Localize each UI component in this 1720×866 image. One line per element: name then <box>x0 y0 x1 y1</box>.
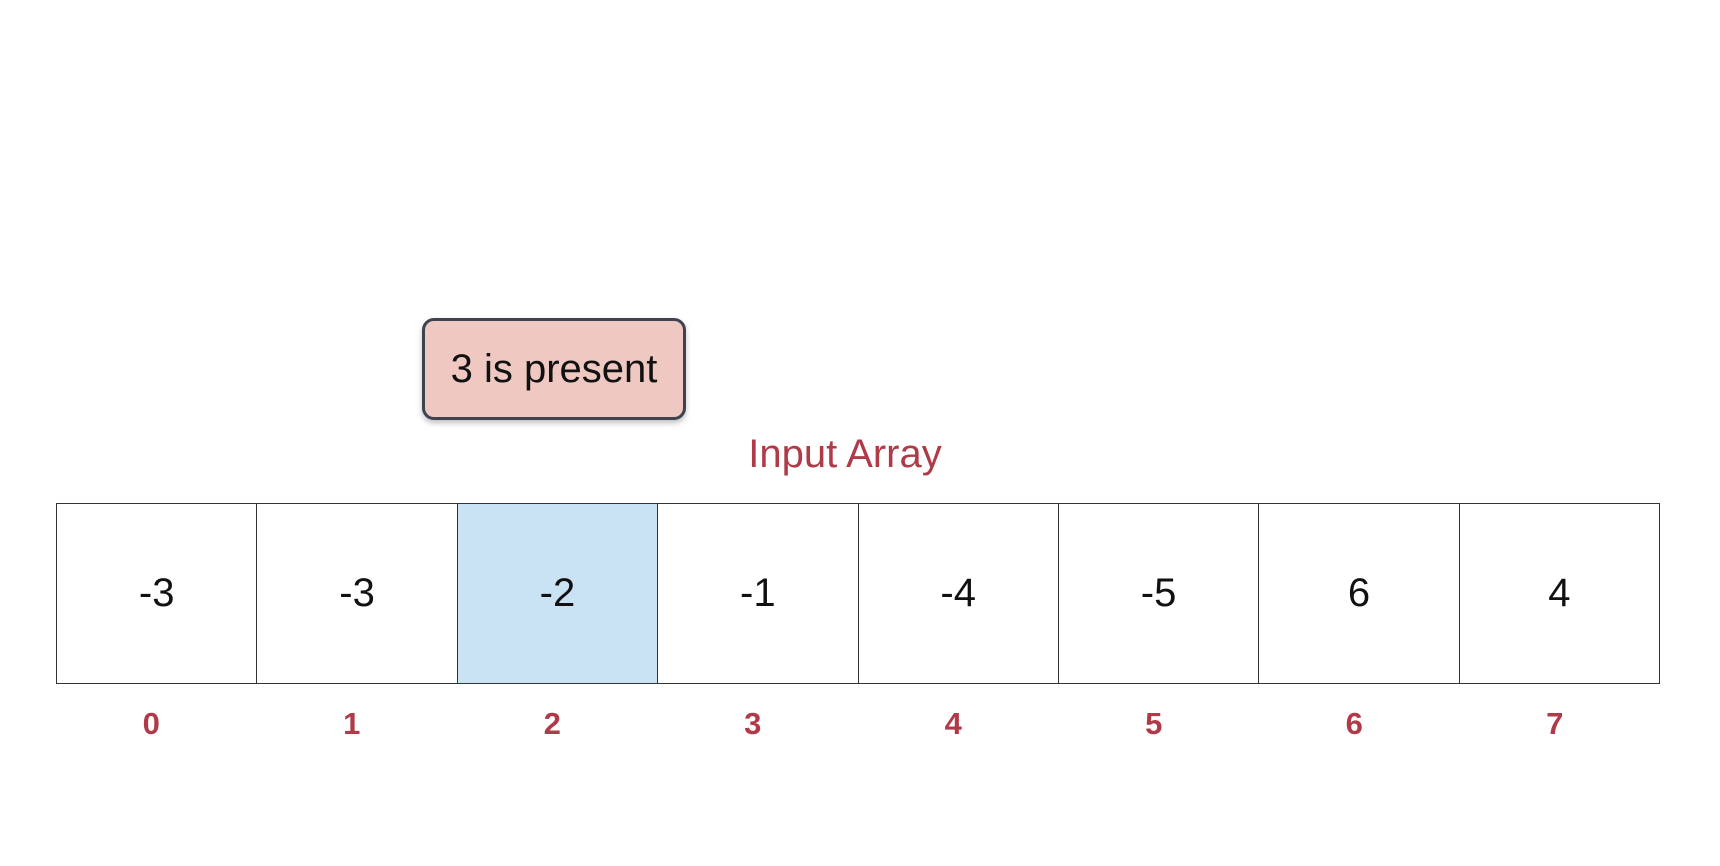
array-index-label: 4 <box>944 706 962 741</box>
array-cell: -1 <box>658 504 859 683</box>
array-index-label: 2 <box>543 706 561 741</box>
input-array: -3 -3 -2 -1 -4 -5 6 4 <box>56 503 1660 684</box>
array-index-label: 6 <box>1345 706 1363 741</box>
array-index-label: 1 <box>343 706 361 741</box>
array-index-label: 5 <box>1145 706 1163 741</box>
array-cell: 4 <box>1459 504 1659 683</box>
array-cell: -5 <box>1058 504 1260 683</box>
array-cell: -3 <box>257 504 458 683</box>
result-callout-text: 3 is present <box>450 346 658 391</box>
array-cell: -3 <box>57 504 258 683</box>
array-index-label: 7 <box>1546 706 1564 741</box>
array-cell-highlighted: -2 <box>457 504 659 683</box>
array-indices: 0 1 2 3 4 5 6 7 <box>51 706 1655 746</box>
array-index-label: 0 <box>142 706 160 741</box>
array-cell: -4 <box>858 504 1059 683</box>
array-index-label: 3 <box>744 706 762 741</box>
result-callout: 3 is present <box>422 318 686 420</box>
array-title: Input Array <box>748 432 942 476</box>
array-cell: 6 <box>1259 504 1460 683</box>
